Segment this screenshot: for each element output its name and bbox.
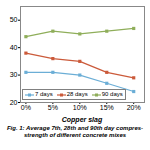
html-text:7 days: 7 days: [35, 91, 53, 97]
html-text:90 days: 90 days: [101, 91, 123, 97]
svg-text:30: 30: [10, 71, 18, 78]
html-text:Copper slag: Copper slag: [61, 116, 103, 123]
svg-text:0%: 0%: [21, 104, 31, 111]
svg-text:50: 50: [10, 16, 18, 23]
svg-text:10%: 10%: [73, 104, 87, 111]
svg-text:20%: 20%: [127, 104, 141, 111]
svg-text:40: 40: [10, 44, 18, 51]
svg-text:5%: 5%: [48, 104, 58, 111]
html-text:Fig. 1: Average 7th, 28th and: Fig. 1: Average 7th, 28th and 90th day c…: [6, 125, 144, 138]
svg-text:15%: 15%: [100, 104, 114, 111]
svg-text:20: 20: [10, 99, 18, 106]
html-text:28 days: 28 days: [66, 91, 88, 97]
